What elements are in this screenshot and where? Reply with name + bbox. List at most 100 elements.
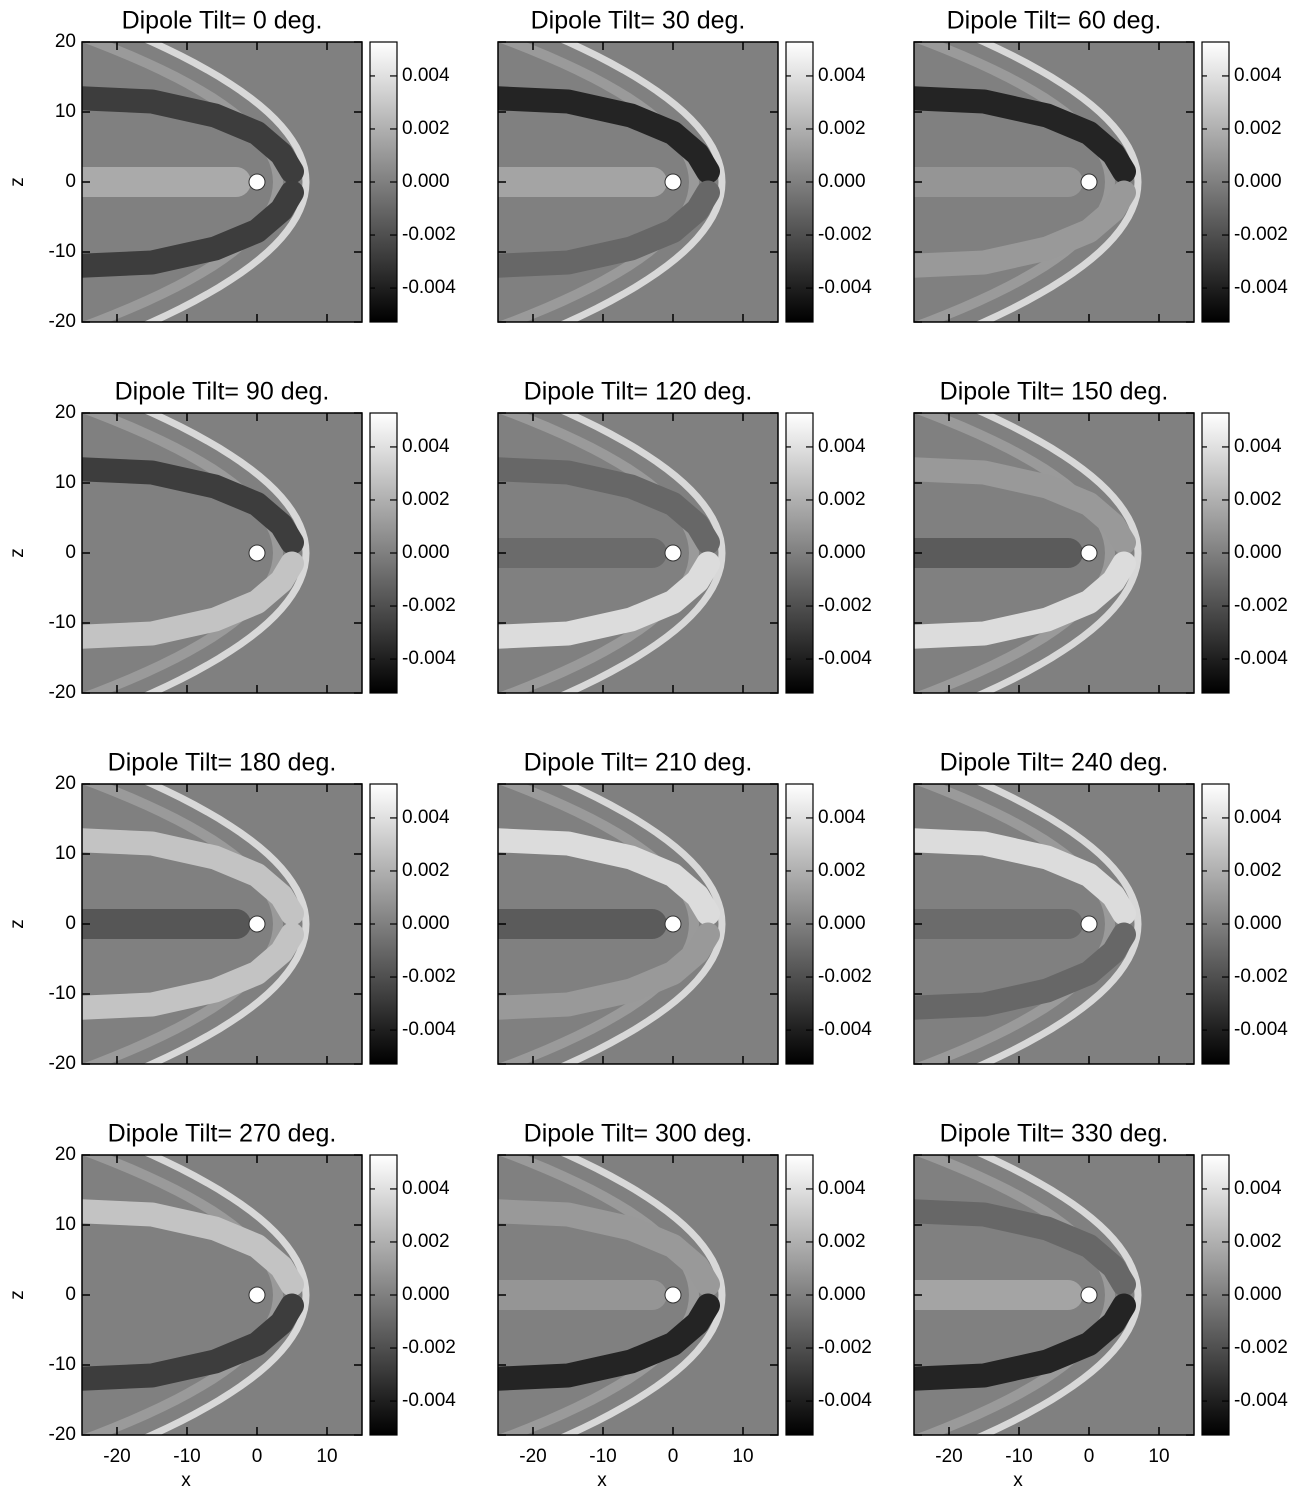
colorbar-tick-label: 0.004	[818, 1178, 866, 1199]
colorbar-tick-label: 0.000	[1234, 171, 1282, 192]
colorbar-tick-label: 0.004	[402, 65, 450, 86]
bow-arc	[975, 1155, 1142, 1435]
colorbar-tick-label: 0.000	[402, 913, 450, 934]
planet	[664, 544, 682, 562]
lower-band	[914, 922, 1136, 1020]
upper-band	[498, 1199, 720, 1297]
upper-band	[914, 1199, 1136, 1297]
upper-band	[82, 86, 304, 184]
colorbar-tick-label: 0.002	[402, 860, 450, 881]
y-tick-label: 10	[55, 101, 76, 122]
x-axis-label: x	[597, 1470, 607, 1491]
outer-band	[914, 42, 1116, 322]
colorbar-tick-label: -0.004	[818, 1390, 872, 1411]
x-axis-label: x	[1013, 1470, 1023, 1491]
field-image	[914, 1155, 1194, 1435]
outer-band	[498, 413, 700, 693]
y-axis-label: z	[7, 1290, 28, 1300]
colorbar-tick-label: -0.002	[818, 595, 872, 616]
y-tick-label: -20	[49, 311, 76, 332]
bow-arc	[975, 42, 1142, 322]
y-axis-label: z	[7, 548, 28, 558]
colorbar-tick-label: 0.002	[1234, 860, 1282, 881]
lower-band	[498, 1293, 720, 1391]
colorbar-tick-label: 0.004	[402, 1178, 450, 1199]
colorbar-tick-label: -0.002	[402, 1337, 456, 1358]
upper-band	[498, 457, 720, 555]
y-tick-label: 20	[55, 1144, 76, 1165]
outer-band	[82, 1155, 284, 1435]
colorbar-tick-label: -0.002	[818, 966, 872, 987]
field-image	[498, 413, 778, 693]
colorbar-tick-label: -0.002	[1234, 966, 1288, 987]
x-tick-label: 0	[668, 1446, 679, 1467]
lower-band	[82, 1293, 304, 1391]
panel: Dipole Tilt= 120 deg. -0.004 -0.002 0.000 0.…	[497, 378, 872, 694]
lower-band	[498, 551, 720, 649]
colorbar-tick-label: -0.002	[402, 966, 456, 987]
colorbar-tick-label: 0.000	[402, 1284, 450, 1305]
bow-arc	[975, 784, 1142, 1064]
colorbar-tick-label: -0.004	[1234, 277, 1288, 298]
panel: Dipole Tilt= 0 deg. -20 -10 0 10 20 z -0.004 -0.…	[7, 7, 456, 332]
planet	[1080, 173, 1098, 191]
colorbar-tick-label: -0.002	[1234, 224, 1288, 245]
outer-band	[498, 1155, 700, 1435]
bow-arc	[559, 784, 726, 1064]
y-tick-label: -20	[49, 1053, 76, 1074]
panel-title: Dipole Tilt= 180 deg.	[108, 749, 337, 777]
panel-title: Dipole Tilt= 150 deg.	[940, 378, 1169, 406]
colorbar-tick-label: 0.002	[818, 860, 866, 881]
y-tick-label: 10	[55, 843, 76, 864]
x-tick-label: 10	[1148, 1446, 1169, 1467]
y-tick-label: -10	[49, 983, 76, 1004]
planet	[248, 915, 266, 933]
x-tick-label: -10	[1005, 1446, 1032, 1467]
field-image	[914, 784, 1194, 1064]
colorbar-tick-label: 0.004	[818, 807, 866, 828]
panel-title: Dipole Tilt= 210 deg.	[524, 749, 753, 777]
outer-band	[82, 784, 284, 1064]
colorbar-tick-label: 0.002	[1234, 489, 1282, 510]
colorbar-tick-label: 0.000	[1234, 542, 1282, 563]
lower-band	[82, 551, 304, 649]
upper-band	[914, 457, 1136, 555]
field-image	[498, 784, 778, 1064]
colorbar-tick-label: 0.000	[818, 542, 866, 563]
panel-title: Dipole Tilt= 270 deg.	[108, 1120, 337, 1148]
outer-band	[914, 784, 1116, 1064]
upper-band	[82, 457, 304, 555]
lower-band	[82, 180, 304, 278]
colorbar-tick-label: -0.002	[402, 595, 456, 616]
planet	[664, 915, 682, 933]
colorbar-tick-label: 0.004	[402, 807, 450, 828]
upper-band	[498, 86, 720, 184]
x-tick-label: 10	[732, 1446, 753, 1467]
y-tick-label: -10	[49, 1354, 76, 1375]
bow-arc	[975, 413, 1142, 693]
colorbar-tick-label: -0.002	[818, 1337, 872, 1358]
y-tick-label: 10	[55, 472, 76, 493]
colorbar-tick-label: 0.004	[1234, 436, 1282, 457]
y-tick-label: 0	[65, 913, 76, 934]
outer-band	[914, 1155, 1116, 1435]
planet	[248, 544, 266, 562]
panel: Dipole Tilt= 60 deg. -0.004 -0.002 0.000 0.0…	[913, 7, 1288, 323]
lower-band	[498, 180, 720, 278]
colorbar-tick-label: -0.002	[1234, 595, 1288, 616]
bow-arc	[143, 1155, 310, 1435]
panel: Dipole Tilt= 180 deg. -20 -10 0 10 20 z -0.004 -…	[7, 749, 456, 1074]
colorbar-tick-label: -0.004	[402, 648, 456, 669]
x-tick-label: 0	[252, 1446, 263, 1467]
lower-band	[498, 922, 720, 1020]
upper-band	[82, 828, 304, 926]
colorbar-tick-label: 0.000	[1234, 1284, 1282, 1305]
y-tick-label: -20	[49, 682, 76, 703]
colorbar-tick-label: -0.004	[818, 648, 872, 669]
field-image	[82, 413, 362, 693]
y-tick-label: -10	[49, 241, 76, 262]
y-tick-label: 0	[65, 171, 76, 192]
colorbar-tick-label: 0.000	[818, 171, 866, 192]
bow-arc	[143, 784, 310, 1064]
y-axis-label: z	[7, 177, 28, 187]
